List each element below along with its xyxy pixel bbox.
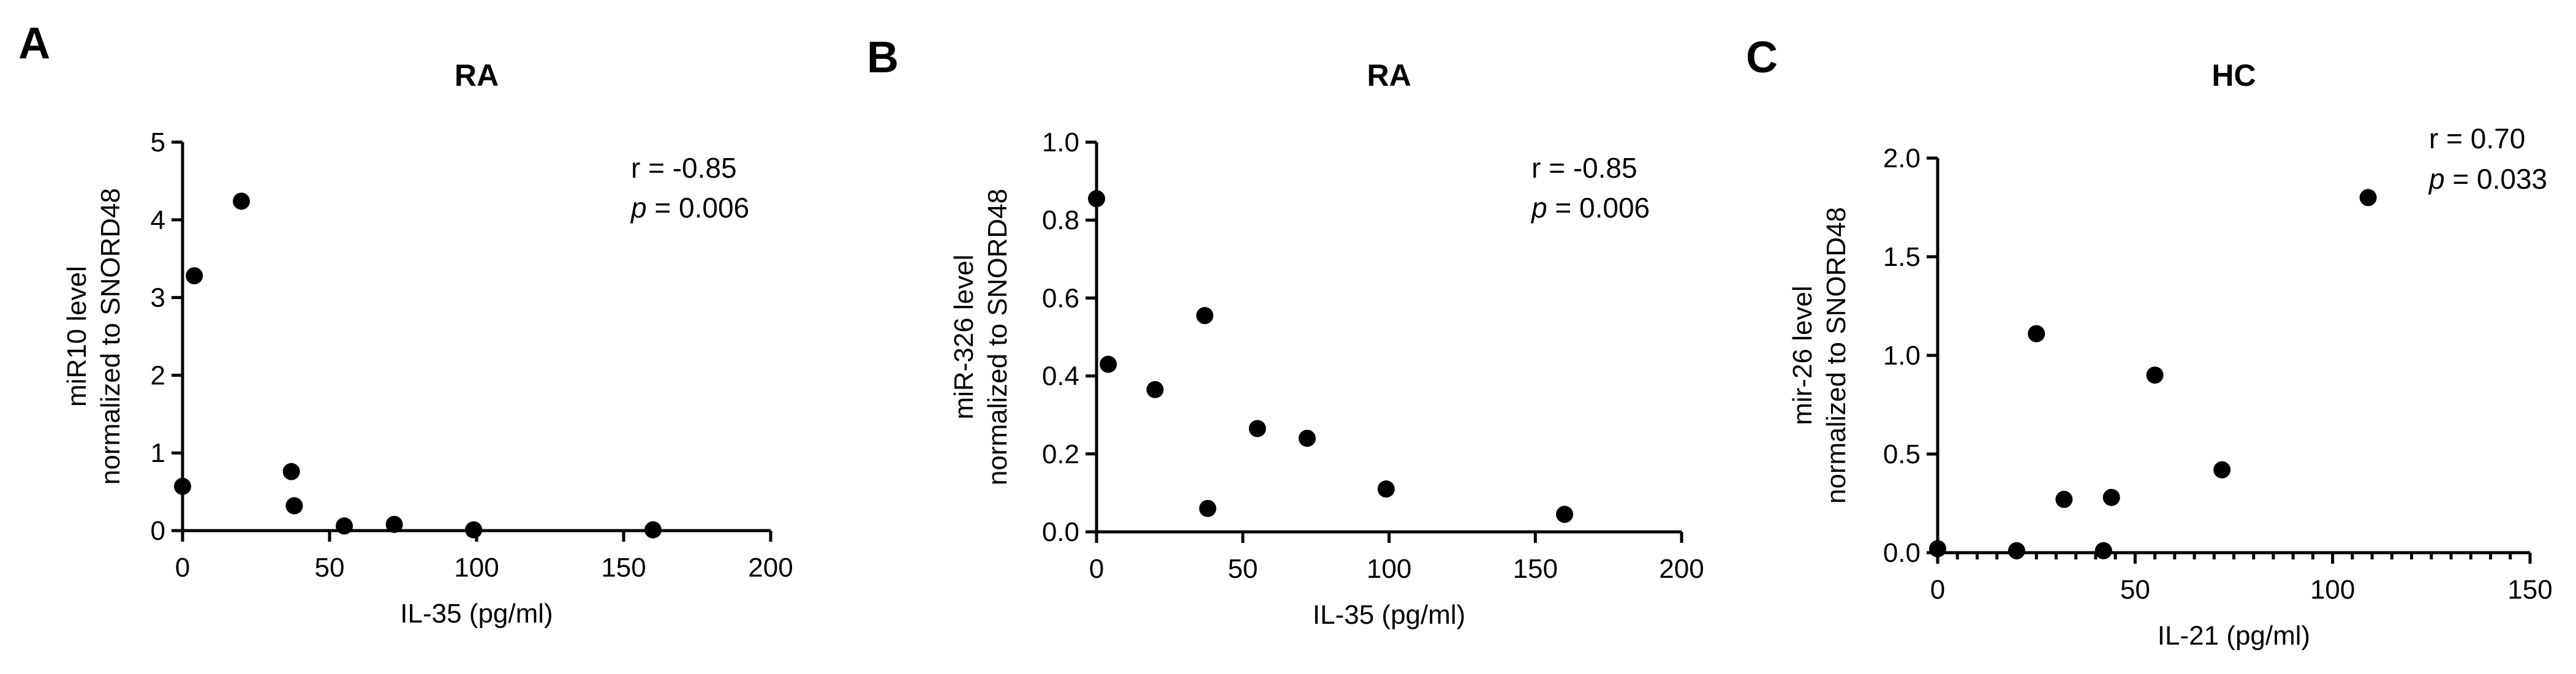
y-axis-label: normalized to SNORD48 (1821, 207, 1851, 504)
p-symbol: p (1530, 192, 1547, 224)
y-axis-label: miR10 level (62, 266, 92, 407)
data-point (1088, 190, 1105, 208)
x-axis-label: IL-35 (pg/ml) (400, 599, 553, 629)
x-tick-label: 150 (2507, 575, 2552, 605)
data-point (1377, 480, 1395, 498)
y-tick-label: 0.8 (1042, 205, 1079, 235)
data-point (644, 521, 662, 539)
data-point (285, 497, 303, 515)
data-point (2146, 366, 2164, 384)
correlation-r: r = -0.85 (631, 152, 737, 184)
x-tick-label: 200 (1659, 554, 1704, 584)
x-tick-label: 50 (2120, 575, 2150, 605)
chart-title: HC (2212, 58, 2256, 93)
data-point (1196, 307, 1214, 325)
y-tick-label: 0.0 (1883, 538, 1921, 568)
data-point (2213, 461, 2231, 479)
chart-title: RA (455, 58, 499, 93)
x-tick-label: 0 (1089, 554, 1104, 584)
data-point (1199, 499, 1217, 517)
chart-title: RA (1367, 58, 1411, 93)
y-tick-label: 2 (151, 360, 165, 390)
data-point (465, 521, 483, 539)
data-point (282, 463, 300, 480)
x-tick-label: 50 (315, 553, 345, 583)
p-value: = 0.006 (647, 192, 750, 224)
x-tick-label: 150 (1513, 554, 1558, 584)
panel-b: B RA 0.0 0.2 0.4 0.6 0.8 1.0 0 50 100 150 200 IL-35 (… (867, 33, 1704, 630)
data-point (186, 267, 203, 285)
x-axis-label: IL-21 (pg/ml) (2158, 621, 2310, 651)
data-point (2359, 189, 2377, 206)
panel-label: C (1746, 33, 1778, 82)
correlation-r: r = 0.70 (2429, 123, 2525, 154)
y-tick-label: 2.0 (1883, 143, 1921, 173)
data-point (2055, 491, 2073, 509)
y-tick-label: 0.5 (1883, 439, 1921, 469)
y-tick-label: 1.5 (1883, 242, 1921, 272)
y-tick-label: 5 (151, 127, 165, 157)
y-tick-label: 3 (151, 283, 165, 313)
data-point (233, 192, 250, 210)
y-tick-label: 1.0 (1042, 127, 1079, 157)
data-point (1248, 420, 1266, 437)
data-point (336, 517, 353, 535)
panel-label: B (867, 33, 899, 82)
x-tick-label: 100 (2310, 575, 2355, 605)
x-tick-label: 200 (748, 553, 793, 583)
x-tick-label: 150 (601, 553, 646, 583)
p-value: = 0.033 (2445, 163, 2548, 195)
data-point (2094, 542, 2112, 559)
y-tick-label: 0.4 (1042, 362, 1079, 392)
data-point (174, 477, 191, 495)
data-point (1556, 505, 1573, 523)
x-tick-label: 50 (1228, 554, 1258, 584)
data-point (1146, 381, 1164, 398)
p-symbol: p (630, 192, 647, 224)
x-tick-label: 100 (1367, 554, 1411, 584)
y-tick-label: 0 (151, 516, 165, 546)
panel-label: A (18, 19, 50, 68)
y-axis-label: normalized to SNORD48 (983, 189, 1013, 485)
correlation-p: p = 0.006 (1530, 192, 1650, 224)
y-tick-label: 1 (151, 438, 165, 468)
y-axis-label: miR-326 level (949, 255, 979, 420)
data-point (2008, 542, 2025, 559)
correlation-r: r = -0.85 (1532, 152, 1637, 184)
y-tick-label: 4 (151, 205, 165, 235)
data-point (2102, 488, 2120, 506)
y-axis-label: normalized to SNORD48 (96, 188, 126, 485)
y-axis-label: mir-26 level (1788, 286, 1818, 425)
p-value: = 0.006 (1547, 192, 1650, 224)
data-point (1929, 540, 1946, 558)
y-tick-label: 0.6 (1042, 283, 1079, 313)
panel-c: C HC 0.0 0.5 1.0 1.5 2.0 0 50 100 150 IL-21 (pg/ml)… (1746, 33, 2553, 651)
data-point (2028, 325, 2045, 343)
correlation-p: p = 0.006 (630, 192, 749, 224)
correlation-p: p = 0.033 (2428, 163, 2547, 195)
y-tick-label: 0.0 (1042, 517, 1079, 547)
y-tick-label: 0.2 (1042, 439, 1079, 469)
x-tick-label: 0 (1930, 575, 1945, 605)
p-symbol: p (2428, 163, 2445, 195)
x-axis-label: IL-35 (pg/ml) (1313, 600, 1465, 630)
data-point (385, 515, 403, 533)
data-point (1298, 430, 1316, 447)
x-tick-label: 0 (175, 553, 190, 583)
data-point (1100, 355, 1117, 373)
x-tick-label: 100 (454, 553, 499, 583)
y-tick-label: 1.0 (1883, 341, 1921, 371)
